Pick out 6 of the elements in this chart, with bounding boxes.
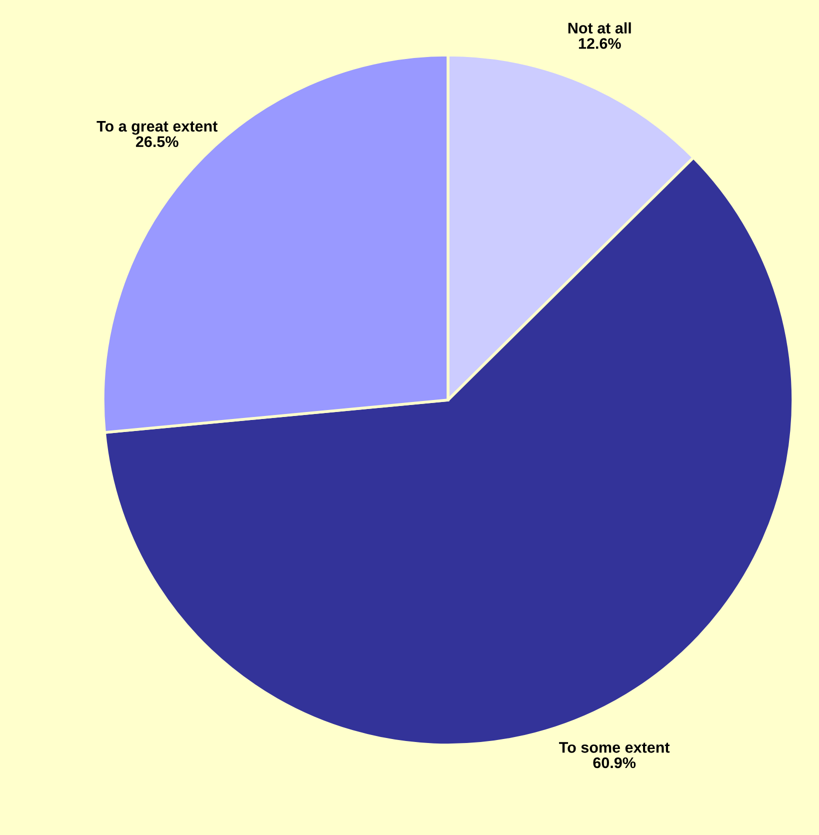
slice-label: To a great extent [96,121,218,135]
data-label: 60.9% [593,757,636,768]
slice-label: Not at all [568,22,631,34]
data-label: 12.6% [578,38,621,49]
data-label: 26.5% [136,136,178,148]
slice-label: To some extent [559,742,670,753]
